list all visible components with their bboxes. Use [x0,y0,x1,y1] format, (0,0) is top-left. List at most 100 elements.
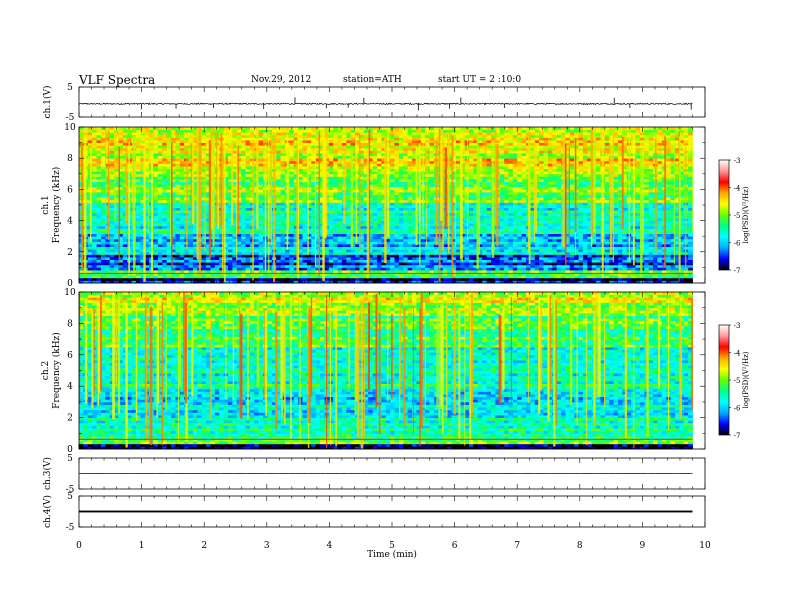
spectrogram-cell [455,259,461,263]
spectrogram-cell [363,220,369,224]
spectrogram-cell [596,199,601,203]
spectrogram-cell [578,228,584,232]
spectrogram-cell [679,210,685,214]
spectrogram-cell [289,215,295,219]
spectrogram-cell [223,225,229,229]
spectrogram-cell [477,257,483,260]
spectrogram-cell [412,236,417,240]
spectrogram-cell [337,270,343,273]
spectrogram-cell [547,236,553,240]
spectrogram-cell [171,262,176,266]
spectrogram-cell [293,228,299,232]
spectrogram-cell [569,194,575,198]
spectrogram-cell [206,225,211,229]
spectrogram-cell [346,197,352,201]
spectrogram-cell [372,218,378,221]
spectrogram-cell [140,277,146,281]
spectrogram-cell [100,251,106,255]
spectrogram-cell [582,272,588,276]
spectrogram-cell [648,225,654,229]
spectrogram-cell [512,270,518,273]
spectrogram-cell [407,205,413,208]
spectrogram-cell [591,270,597,273]
spectrogram-cell [631,272,636,276]
spectrogram-cell [508,228,514,232]
spectrogram-cell [280,223,286,227]
spectrogram-cell [315,197,321,201]
spectrogram-cell [679,202,685,206]
spectrogram-cell [420,231,426,234]
spectrogram-cell [539,194,544,198]
spectrogram-cell [122,249,128,253]
spectrogram-cell [157,233,163,237]
spectrogram-cell [206,238,211,242]
spectrogram-cell [451,244,457,247]
spectrogram-cell [140,205,146,208]
spectrogram-cell [157,223,163,227]
spectrogram-cell [398,207,404,211]
spectrogram-cell [171,228,176,232]
spectrogram-cell [617,228,623,232]
spectrogram-cell [635,270,641,273]
spectrogram-cell [530,225,536,229]
spectrogram-cell [315,205,321,208]
spectrogram-cell [333,257,338,260]
spectrogram-cell [241,218,246,221]
spectrogram-cell [192,280,198,284]
spectrogram-cell [227,207,233,211]
spectrogram-cell [245,241,251,245]
spectrogram-cell [504,218,509,221]
spectrogram-cell [267,220,273,224]
spectrogram-cell [100,236,106,240]
spectrogram-cell [355,249,360,253]
spectrogram-cell [582,199,588,203]
spectrogram-cell [153,262,159,266]
spectrogram-cell [420,254,426,258]
spectrogram-cell [114,215,119,219]
spectrogram-cell [556,267,562,271]
spectrogram-cell [398,254,404,258]
spectrogram-cell [420,244,426,247]
spectrogram-cell [512,236,518,240]
spectrogram-cell [109,259,115,263]
spectrogram-cell [162,212,168,216]
spectrogram-cell [613,199,619,203]
spectrogram-cell [565,228,571,232]
spectrogram-cell [552,249,558,253]
spectrogram-cell [359,254,365,258]
spectrogram-cell [179,275,185,279]
spectrogram-cell [561,259,566,263]
spectrogram-cell [140,272,146,276]
spectrogram-cell [635,246,641,250]
spectrogram-cell [482,212,487,216]
spectrogram-cell [582,275,588,279]
spectrogram-cell [390,280,395,284]
spectrogram-cell [626,277,632,281]
spectrogram-cell [284,262,290,266]
spectrogram-cell [578,236,584,240]
spectrogram-cell [587,267,593,271]
spectrogram-cell [337,205,343,208]
spectrogram-cell [381,220,387,224]
spectrogram-cell [284,272,290,276]
spectrogram-cell [114,231,119,234]
spectrogram-cell [477,251,483,255]
spectrogram-cell [267,210,273,214]
spectrogram-cell [355,205,360,208]
spectrogram-cell [569,223,575,227]
spectrogram-cell [328,215,334,219]
spectrogram-cell [96,202,102,206]
spectrogram-cell [666,259,671,263]
spectrogram-cell [416,257,422,260]
spectrogram-cell [574,241,579,245]
spectrogram-cell [613,205,619,208]
spectrogram-cell [276,262,281,266]
spectrogram-cell [407,262,413,266]
spectrogram-cell [591,272,597,276]
spectrogram-cell [648,257,654,260]
panels-layer [78,86,731,528]
spectrogram-cell [455,233,461,237]
spectrogram-cell [122,251,128,255]
spectrogram-cell [561,254,566,258]
spectrogram-cell [162,275,168,279]
